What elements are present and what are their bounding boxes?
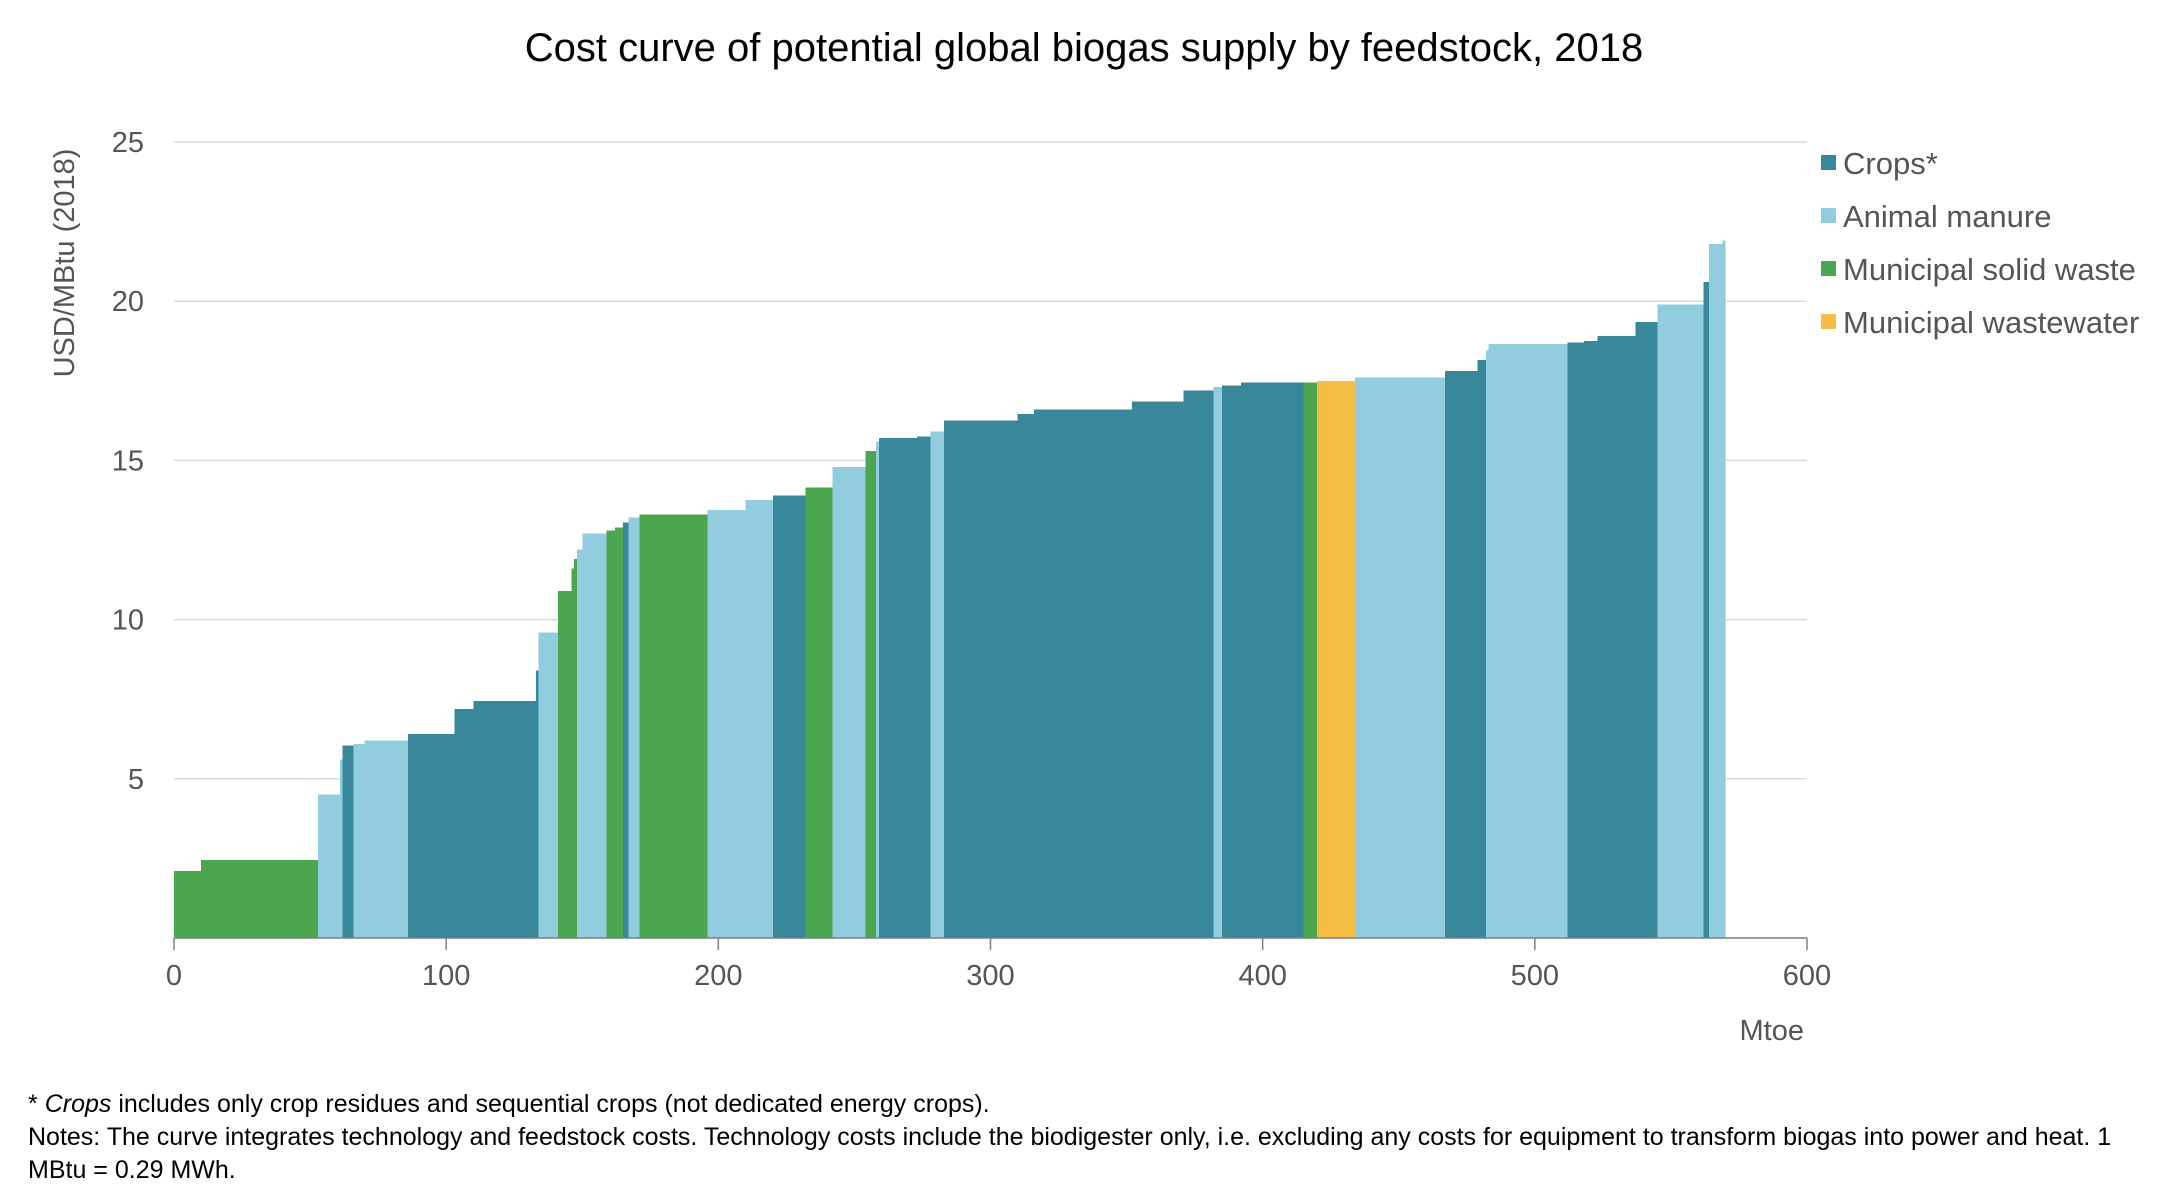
bar-municipal-solid-waste-40 [1303,382,1318,939]
bar-municipal-solid-waste-12 [557,590,572,938]
bar-crops-34 [1034,409,1133,938]
bar-animal-manure-31 [930,431,945,938]
y-tick-label-10: 10 [112,605,144,637]
legend-label-animal-manure: Animal manure [1843,199,2051,234]
footnote-prefix: * [28,1090,45,1118]
bar-municipal-solid-waste-1 [201,859,319,938]
legend-swatch-municipal-wastewater [1821,314,1836,329]
x-axis-title: Mtoe [1740,1015,1804,1047]
x-tick-label-400: 400 [1238,960,1286,992]
bar-municipal-solid-waste-21 [639,514,708,938]
bar-animal-manure-37 [1213,387,1222,939]
bar-municipal-solid-waste-25 [805,487,833,938]
bar-animal-manure-5 [353,743,365,938]
x-tick-label-200: 200 [694,960,742,992]
bar-crops-48 [1583,341,1598,938]
footnote-crops-term: Crops [44,1090,112,1118]
bar-crops-29 [878,438,918,938]
bar-animal-manure-26 [832,466,866,938]
bar-crops-32 [944,420,1018,939]
legend: Crops* Animal manure Municipal solid waste… [1821,146,2139,340]
footnote-crops-text: includes only crop residues and sequenti… [111,1090,990,1118]
y-tick-label-20: 20 [112,286,144,318]
legend-swatch-animal-manure [1821,208,1836,223]
bar-crops-36 [1183,390,1214,938]
bar-crops-43 [1445,371,1478,938]
bar-municipal-solid-waste-17 [606,530,615,938]
bar-crops-7 [408,734,455,938]
bar-municipal-solid-waste-18 [614,527,624,938]
bar-animal-manure-46 [1488,344,1568,939]
bar-crops-33 [1017,414,1035,938]
bar-animal-manure-22 [707,509,746,938]
bar-crops-47 [1567,342,1584,938]
bar-animal-manure-28 [876,441,879,938]
bar-municipal-solid-waste-27 [865,450,877,938]
chart-notes: * Crops includes only crop residues and … [28,1088,2138,1187]
bar-municipal-solid-waste-13 [571,568,575,938]
bar-crops-24 [772,495,806,938]
bar-crops-52 [1703,282,1710,938]
y-tick-label-25: 25 [112,127,144,159]
legend-item-animal-manure: Animal manure [1821,199,2051,234]
y-axis-title: USD/MBtu (2018) [49,149,81,378]
bar-municipal-solid-waste-14 [574,559,577,938]
bar-crops-8 [454,708,474,938]
x-tick-label-100: 100 [422,960,470,992]
bar-municipal-solid-waste-0 [174,871,202,938]
legend-swatch-crops [1821,155,1836,170]
legend-label-municipal-wastewater: Municipal wastewater [1843,305,2139,340]
legend-label-municipal-solid-waste: Municipal solid waste [1843,252,2136,287]
bar-crops-49 [1597,336,1636,938]
notes-text: Notes: The curve integrates technology a… [28,1123,2112,1184]
bar-municipal-wastewater-41 [1317,380,1356,938]
chart-title: Cost curve of potential global biogas su… [524,26,1644,70]
bar-crops-39 [1240,382,1304,939]
legend-item-crops: Crops* [1821,146,1938,181]
x-tick-label-0: 0 [166,960,182,992]
y-tick-label-15: 15 [112,445,144,477]
footnote-crops: * Crops includes only crop residues and … [28,1088,2138,1121]
bar-crops-35 [1132,401,1184,939]
bar-animal-manure-3 [340,759,343,938]
bar-animal-manure-11 [538,632,558,938]
bar-crops-38 [1221,385,1241,938]
bar-animal-manure-51 [1657,304,1704,938]
bar-animal-manure-2 [318,794,341,938]
bar-crops-44 [1477,360,1486,938]
bar-animal-manure-42 [1355,377,1446,939]
bar-animal-manure-16 [582,533,607,938]
bar-crops-19 [623,522,629,938]
tick-labels: 0 100 200 300 400 500 600 5 10 15 20 25 [112,127,1831,992]
legend-item-municipal-solid-waste: Municipal solid waste [1821,252,2136,287]
legend-label-crops: Crops* [1843,146,1938,181]
bar-animal-manure-45 [1485,350,1489,938]
bar-crops-30 [917,436,931,938]
bar-animal-manure-15 [576,549,583,938]
bar-animal-manure-54 [1722,240,1726,939]
bar-crops-50 [1635,321,1658,938]
bar-animal-manure-6 [364,740,409,938]
x-tick-label-500: 500 [1511,960,1559,992]
axes [173,937,1808,950]
legend-swatch-municipal-solid-waste [1821,261,1836,276]
bar-animal-manure-20 [628,517,640,938]
bar-animal-manure-23 [745,500,773,938]
bar-crops-4 [342,745,354,938]
cost-curve-bars [174,240,1726,939]
x-tick-label-600: 600 [1783,960,1831,992]
legend-item-municipal-wastewater: Municipal wastewater [1821,305,2139,340]
bar-crops-10 [535,670,539,938]
y-tick-label-5: 5 [128,764,144,796]
bar-crops-9 [473,700,536,938]
x-tick-label-300: 300 [966,960,1014,992]
bar-animal-manure-53 [1709,243,1723,938]
